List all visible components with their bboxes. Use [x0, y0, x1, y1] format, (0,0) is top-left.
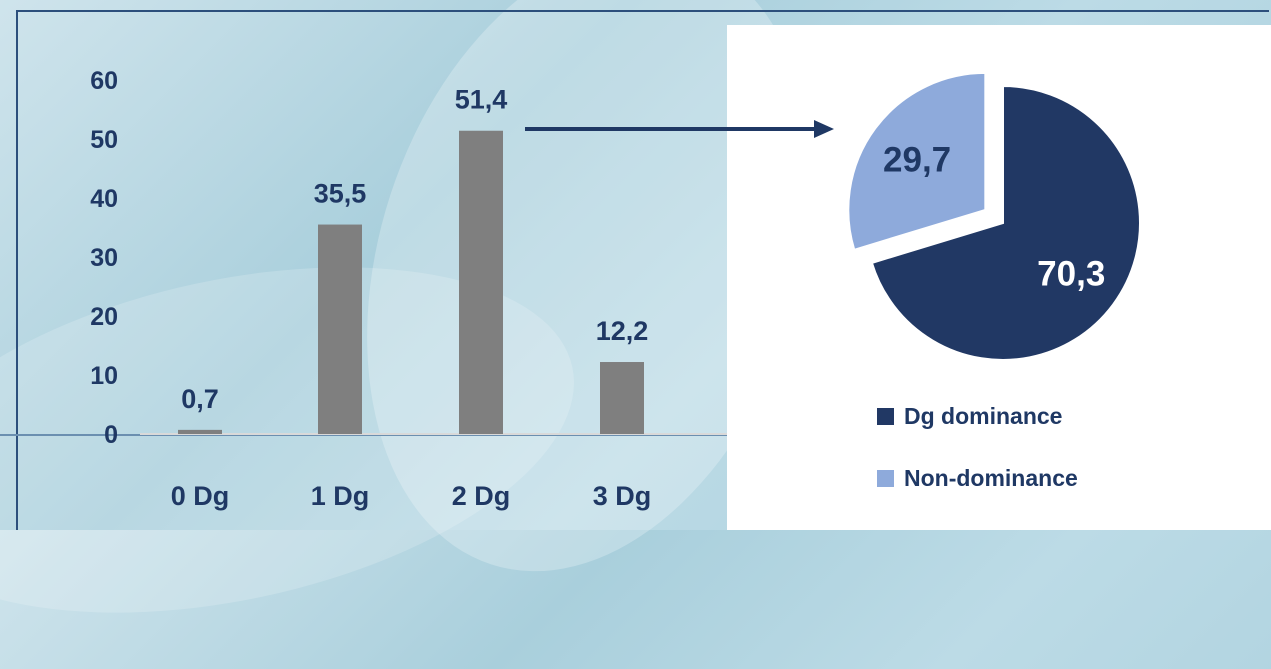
slide-frame	[16, 10, 1269, 530]
bar-3	[600, 362, 644, 434]
bar-1	[318, 224, 362, 434]
pie-slice-0	[870, 84, 1141, 361]
pie-chart: 70,3 29,7	[847, 71, 1141, 361]
y-tick-label-0: 0	[104, 421, 118, 449]
x-tick-label-1: 1 Dg	[311, 481, 370, 511]
legend-item-dominance: Dg dominance	[877, 403, 1062, 430]
x-tick-label-3: 3 Dg	[593, 481, 652, 511]
pie-panel: 70,3 29,7 Dg dominance Non-dominance	[727, 25, 1271, 530]
legend-swatch-non-dominance	[877, 470, 894, 487]
pie-label-1: 29,7	[883, 140, 951, 179]
legend-item-non-dominance: Non-dominance	[877, 465, 1078, 492]
data-label-1: 35,5	[314, 179, 367, 209]
y-tick-label-4: 40	[90, 185, 118, 213]
pie-label-0: 70,3	[1037, 255, 1105, 294]
pie-slice-1	[847, 71, 987, 252]
data-label-2: 51,4	[455, 85, 508, 115]
y-tick-label-1: 10	[90, 362, 118, 390]
x-tick-label-0: 0 Dg	[171, 481, 230, 511]
legend-label-dominance: Dg dominance	[904, 403, 1063, 429]
bar-2	[459, 130, 503, 435]
y-tick-label-5: 50	[90, 126, 118, 154]
data-label-3: 12,2	[596, 316, 649, 346]
bar-0	[178, 429, 222, 434]
x-tick-label-2: 2 Dg	[452, 481, 511, 511]
arrow-layer	[525, 120, 834, 138]
legend-swatch-dominance	[877, 408, 894, 425]
bar-chart: 0 10 20 30 40 50 60 0,7 0 Dg 35,5 1 Dg 51,4 2 Dg 12,2…	[90, 67, 740, 511]
legend-label-non-dominance: Non-dominance	[904, 465, 1078, 491]
data-label-0: 0,7	[181, 384, 219, 414]
y-tick-label-6: 60	[90, 67, 118, 95]
y-tick-label-3: 30	[90, 244, 118, 272]
y-tick-label-2: 20	[90, 303, 118, 331]
arrow-head-icon	[814, 120, 834, 138]
